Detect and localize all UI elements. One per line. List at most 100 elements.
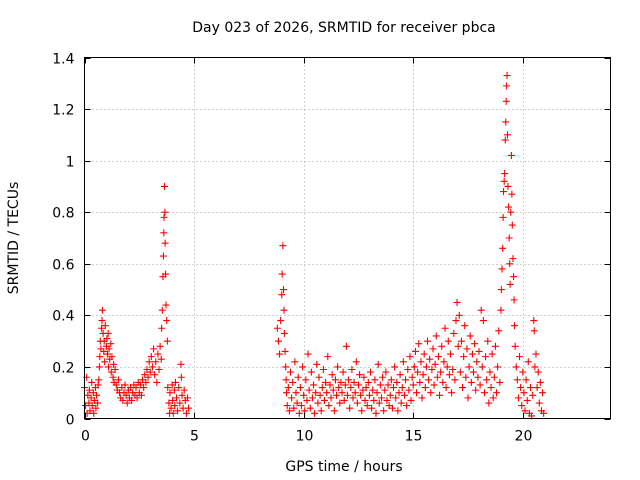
data-point	[507, 151, 515, 159]
data-point	[98, 317, 106, 325]
y-tick-label: 0.8	[52, 206, 74, 222]
data-point	[292, 389, 300, 397]
data-point	[503, 131, 511, 139]
data-point	[400, 391, 408, 399]
data-point	[276, 350, 284, 358]
data-point	[308, 394, 316, 402]
data-point	[403, 402, 411, 410]
data-point	[363, 402, 371, 410]
grid-lines	[84, 57, 611, 419]
data-point	[177, 373, 185, 381]
data-point	[486, 368, 494, 376]
data-point	[451, 376, 459, 384]
data-point	[175, 384, 183, 392]
data-point	[151, 371, 159, 379]
data-point	[413, 389, 421, 397]
data-point	[368, 404, 376, 412]
data-point	[448, 389, 456, 397]
data-point	[521, 407, 529, 415]
data-point	[145, 358, 153, 366]
data-point	[464, 394, 472, 402]
data-point	[518, 402, 526, 410]
data-point	[419, 371, 427, 379]
data-point	[169, 396, 177, 404]
data-point	[108, 353, 116, 361]
data-point	[494, 363, 502, 371]
data-point	[327, 394, 335, 402]
data-point	[161, 208, 169, 216]
data-point	[315, 373, 323, 381]
data-point	[478, 363, 486, 371]
data-point	[386, 391, 394, 399]
data-point	[511, 322, 519, 330]
data-point	[433, 373, 441, 381]
data-point	[502, 118, 510, 126]
data-point	[444, 337, 452, 345]
data-point	[395, 389, 403, 397]
data-point	[294, 373, 302, 381]
data-point	[427, 389, 435, 397]
data-point	[524, 358, 532, 366]
data-point	[423, 337, 431, 345]
data-point	[407, 396, 415, 404]
data-point	[162, 270, 170, 278]
data-point	[497, 286, 505, 294]
data-point	[174, 407, 182, 415]
data-point	[396, 371, 404, 379]
data-point	[375, 399, 383, 407]
data-point	[100, 347, 108, 355]
data-point	[373, 389, 381, 397]
data-point	[530, 327, 538, 335]
data-point	[155, 366, 163, 374]
data-point	[417, 358, 425, 366]
data-point	[358, 407, 366, 415]
data-point	[455, 311, 463, 319]
data-point	[517, 384, 525, 392]
data-point	[322, 378, 330, 386]
data-point	[164, 384, 172, 392]
axis-ticks	[84, 57, 611, 420]
data-point	[305, 386, 313, 394]
data-point	[283, 389, 291, 397]
data-point	[497, 306, 505, 314]
data-point	[158, 306, 166, 314]
data-point	[144, 373, 152, 381]
y-axis-title: SRMTID / TECUs	[6, 182, 22, 295]
data-point	[162, 301, 170, 309]
data-point	[340, 396, 348, 404]
data-point	[489, 394, 497, 402]
data-point	[274, 337, 282, 345]
data-point	[496, 378, 504, 386]
data-point	[96, 353, 104, 361]
data-point	[299, 363, 307, 371]
data-point	[94, 381, 102, 389]
data-point	[384, 381, 392, 389]
data-point	[92, 404, 100, 412]
data-point	[171, 378, 179, 386]
x-axis-title: GPS time / hours	[285, 459, 402, 475]
data-point	[311, 409, 319, 417]
data-point	[540, 409, 548, 417]
data-point	[480, 389, 488, 397]
data-point	[280, 329, 288, 337]
data-point	[420, 350, 428, 358]
data-point	[314, 399, 322, 407]
data-point	[147, 353, 155, 361]
data-point	[501, 170, 509, 178]
data-point	[349, 394, 357, 402]
data-point	[390, 384, 398, 392]
data-point	[394, 407, 402, 415]
data-point	[488, 350, 496, 358]
data-point	[273, 324, 281, 332]
data-point	[449, 366, 457, 374]
data-point	[346, 404, 354, 412]
data-point	[123, 399, 131, 407]
data-point	[350, 378, 358, 386]
y-tick-label: 0.2	[52, 361, 74, 377]
data-point	[90, 409, 98, 417]
data-point	[169, 409, 177, 417]
data-point	[533, 384, 541, 392]
y-tick-label: 0	[66, 413, 75, 429]
data-point	[352, 358, 360, 366]
